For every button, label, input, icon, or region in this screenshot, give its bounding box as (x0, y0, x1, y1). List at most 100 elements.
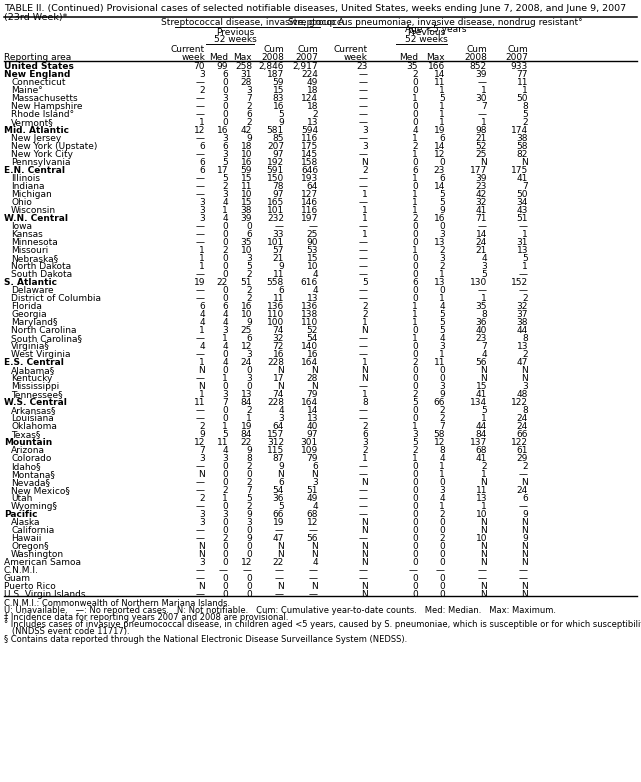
Text: 1: 1 (481, 414, 487, 423)
Text: 3: 3 (439, 254, 445, 263)
Text: 207: 207 (267, 142, 284, 151)
Text: —: — (519, 574, 528, 583)
Text: 5: 5 (246, 262, 252, 271)
Text: 44: 44 (517, 326, 528, 335)
Text: —: — (359, 198, 368, 207)
Text: 152: 152 (511, 278, 528, 287)
Text: Connecticut: Connecticut (11, 78, 65, 87)
Text: 0: 0 (222, 382, 228, 391)
Text: 3: 3 (222, 94, 228, 103)
Text: New Hampshire: New Hampshire (11, 102, 83, 111)
Text: Maine°: Maine° (11, 86, 43, 95)
Text: —: — (478, 574, 487, 583)
Text: 0: 0 (439, 542, 445, 551)
Text: 9: 9 (522, 510, 528, 519)
Text: Alaska: Alaska (11, 518, 40, 527)
Text: 8: 8 (439, 446, 445, 455)
Text: 2: 2 (246, 502, 252, 511)
Text: Massachusetts: Massachusetts (11, 94, 78, 103)
Text: 2008: 2008 (261, 52, 284, 62)
Text: 0: 0 (412, 510, 418, 519)
Text: —: — (275, 526, 284, 535)
Text: 78: 78 (272, 182, 284, 191)
Text: Oklahoma: Oklahoma (11, 422, 57, 431)
Text: 5: 5 (481, 270, 487, 279)
Text: N: N (362, 366, 368, 375)
Text: 3: 3 (246, 518, 252, 527)
Text: N: N (362, 326, 368, 335)
Text: 1: 1 (222, 334, 228, 343)
Text: 0: 0 (412, 294, 418, 303)
Text: 136: 136 (301, 302, 318, 311)
Text: 15: 15 (240, 198, 252, 207)
Text: 98: 98 (476, 126, 487, 135)
Text: 9: 9 (199, 430, 205, 439)
Text: American Samoa: American Samoa (4, 558, 81, 567)
Text: 0: 0 (222, 102, 228, 111)
Text: 18: 18 (306, 86, 318, 95)
Text: 38: 38 (517, 318, 528, 327)
Text: Florida: Florida (11, 302, 42, 311)
Text: —: — (359, 294, 368, 303)
Text: 197: 197 (301, 214, 318, 223)
Text: 28: 28 (306, 374, 318, 383)
Text: 52: 52 (476, 142, 487, 151)
Text: 1: 1 (362, 454, 368, 463)
Text: 1: 1 (439, 462, 445, 471)
Text: 933: 933 (511, 62, 528, 71)
Text: 2: 2 (439, 406, 445, 415)
Text: 4: 4 (222, 446, 228, 455)
Text: 13: 13 (306, 118, 318, 127)
Text: 13: 13 (306, 294, 318, 303)
Text: 3: 3 (199, 206, 205, 215)
Text: 5: 5 (439, 94, 445, 103)
Text: 4: 4 (199, 318, 205, 327)
Text: 50: 50 (517, 190, 528, 199)
Text: 3: 3 (362, 438, 368, 447)
Text: 138: 138 (301, 310, 318, 319)
Text: N: N (521, 374, 528, 383)
Text: 3: 3 (199, 558, 205, 567)
Text: 74: 74 (272, 390, 284, 399)
Text: 4: 4 (439, 494, 445, 503)
Text: 10: 10 (240, 150, 252, 159)
Text: 164: 164 (301, 358, 318, 367)
Text: —: — (359, 574, 368, 583)
Text: 3: 3 (222, 326, 228, 335)
Text: N: N (480, 158, 487, 167)
Text: 6: 6 (312, 462, 318, 471)
Text: 16: 16 (272, 350, 284, 359)
Text: South Dakota: South Dakota (11, 270, 72, 279)
Text: 49: 49 (306, 494, 318, 503)
Text: 122: 122 (511, 398, 528, 407)
Text: Kansas: Kansas (11, 230, 43, 239)
Text: Vermont§: Vermont§ (11, 118, 54, 127)
Text: 2: 2 (522, 462, 528, 471)
Text: 0: 0 (412, 350, 418, 359)
Text: 2: 2 (412, 358, 418, 367)
Text: 39: 39 (476, 70, 487, 79)
Text: 0: 0 (222, 550, 228, 559)
Text: 2: 2 (439, 534, 445, 543)
Text: 1: 1 (222, 206, 228, 215)
Text: 3: 3 (278, 414, 284, 423)
Text: —: — (196, 190, 205, 199)
Text: —: — (196, 174, 205, 183)
Text: 35: 35 (406, 62, 418, 71)
Text: 33: 33 (272, 230, 284, 239)
Text: 3: 3 (199, 518, 205, 527)
Text: —: — (359, 238, 368, 247)
Text: 2: 2 (246, 118, 252, 127)
Text: 3: 3 (481, 262, 487, 271)
Text: N: N (521, 550, 528, 559)
Text: 0: 0 (412, 366, 418, 375)
Text: Cum: Cum (263, 45, 284, 54)
Text: 7: 7 (522, 182, 528, 191)
Text: —: — (519, 566, 528, 575)
Text: 2: 2 (362, 446, 368, 455)
Text: 0: 0 (412, 550, 418, 559)
Text: ‡ Incidence data for reporting years 2007 and 2008 are provisional.: ‡ Incidence data for reporting years 200… (4, 613, 288, 622)
Text: —: — (275, 222, 284, 231)
Text: 3: 3 (199, 198, 205, 207)
Text: 110: 110 (301, 318, 318, 327)
